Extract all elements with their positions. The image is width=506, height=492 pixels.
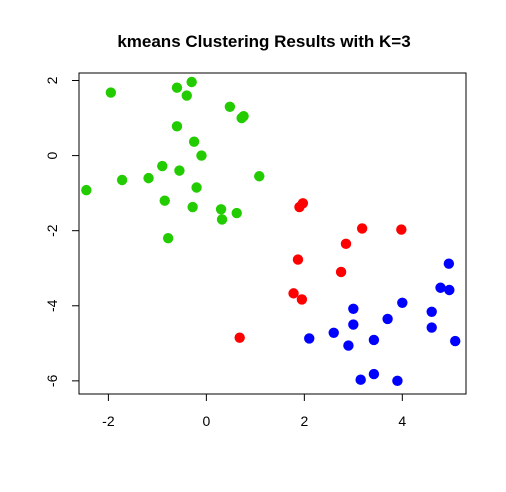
- data-points: [81, 76, 461, 387]
- data-point: [254, 171, 265, 182]
- data-point: [157, 160, 168, 172]
- data-point: [186, 76, 197, 88]
- y-tick-label: -2: [44, 224, 60, 237]
- data-point: [236, 112, 247, 124]
- data-point: [348, 319, 359, 330]
- data-point: [328, 327, 339, 339]
- data-point: [340, 238, 352, 250]
- data-point: [171, 82, 183, 93]
- data-point: [231, 207, 242, 219]
- data-point: [356, 223, 368, 234]
- data-point: [382, 313, 393, 325]
- data-point: [396, 224, 407, 235]
- data-point: [304, 333, 315, 344]
- data-point: [162, 232, 174, 244]
- x-axis: -2 0 2 4: [102, 393, 406, 429]
- y-tick-label: 0: [44, 151, 60, 159]
- data-point: [234, 332, 245, 343]
- data-point: [159, 195, 170, 206]
- data-point: [105, 87, 117, 98]
- y-tick-label: -4: [44, 299, 60, 312]
- x-tick-label: 0: [202, 413, 210, 429]
- chart-title: kmeans Clustering Results with K=3: [117, 32, 410, 51]
- data-point: [288, 288, 299, 299]
- plot-area-border: [78, 72, 467, 395]
- data-point: [187, 201, 198, 213]
- data-point: [355, 374, 366, 385]
- x-tick-label: 2: [300, 413, 308, 429]
- data-point: [426, 306, 437, 317]
- data-point: [294, 201, 305, 213]
- y-axis: -6 -4 -2 0 2: [44, 76, 80, 387]
- data-point: [116, 174, 128, 186]
- y-tick-label: -6: [44, 374, 60, 387]
- data-point: [435, 282, 446, 293]
- data-point: [292, 254, 304, 265]
- data-point: [348, 303, 359, 314]
- x-tick-label: 4: [398, 413, 406, 429]
- data-point: [392, 375, 403, 387]
- data-point: [224, 101, 236, 112]
- data-point: [368, 368, 380, 380]
- data-point: [296, 294, 308, 305]
- data-point: [368, 334, 380, 346]
- data-point: [444, 284, 455, 296]
- data-point: [426, 322, 437, 333]
- data-point: [196, 150, 207, 161]
- data-point: [181, 90, 192, 101]
- data-point: [215, 204, 227, 215]
- data-point: [143, 172, 154, 184]
- data-point: [171, 121, 183, 132]
- data-point: [174, 165, 185, 176]
- data-point: [443, 258, 455, 269]
- data-point: [191, 182, 202, 193]
- data-point: [450, 335, 461, 347]
- data-point: [343, 340, 354, 351]
- data-point: [397, 297, 408, 308]
- data-point: [216, 214, 228, 225]
- data-point: [188, 136, 200, 147]
- y-tick-label: 2: [44, 76, 60, 84]
- data-point: [335, 266, 347, 278]
- data-point: [81, 184, 92, 196]
- x-tick-label: -2: [102, 413, 115, 429]
